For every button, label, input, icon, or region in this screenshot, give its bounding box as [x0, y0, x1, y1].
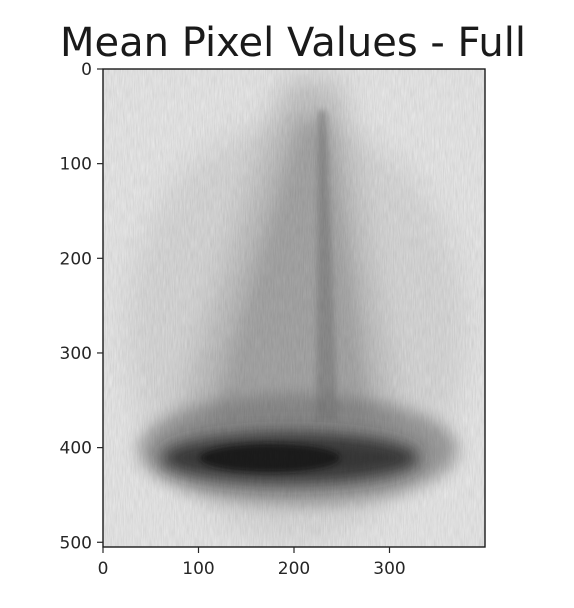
x-tick-label: 200	[278, 559, 310, 579]
x-tick-label: 0	[98, 559, 109, 579]
y-tick-label: 0	[81, 60, 92, 80]
heatmap-texture	[103, 69, 485, 547]
y-tick-label: 400	[60, 439, 92, 459]
x-tick-label: 300	[373, 559, 405, 579]
heatmap-image	[103, 69, 485, 547]
y-tick-label: 300	[60, 344, 92, 364]
chart-title: Mean Pixel Values - Full	[60, 20, 526, 66]
x-tick-label: 100	[182, 559, 214, 579]
y-axis: 0 100 200 300 400 500	[60, 60, 103, 553]
y-tick-label: 200	[60, 249, 92, 269]
x-axis: 0 100 200 300	[98, 547, 406, 579]
y-tick-label: 500	[60, 533, 92, 553]
y-tick-label: 100	[60, 155, 92, 175]
